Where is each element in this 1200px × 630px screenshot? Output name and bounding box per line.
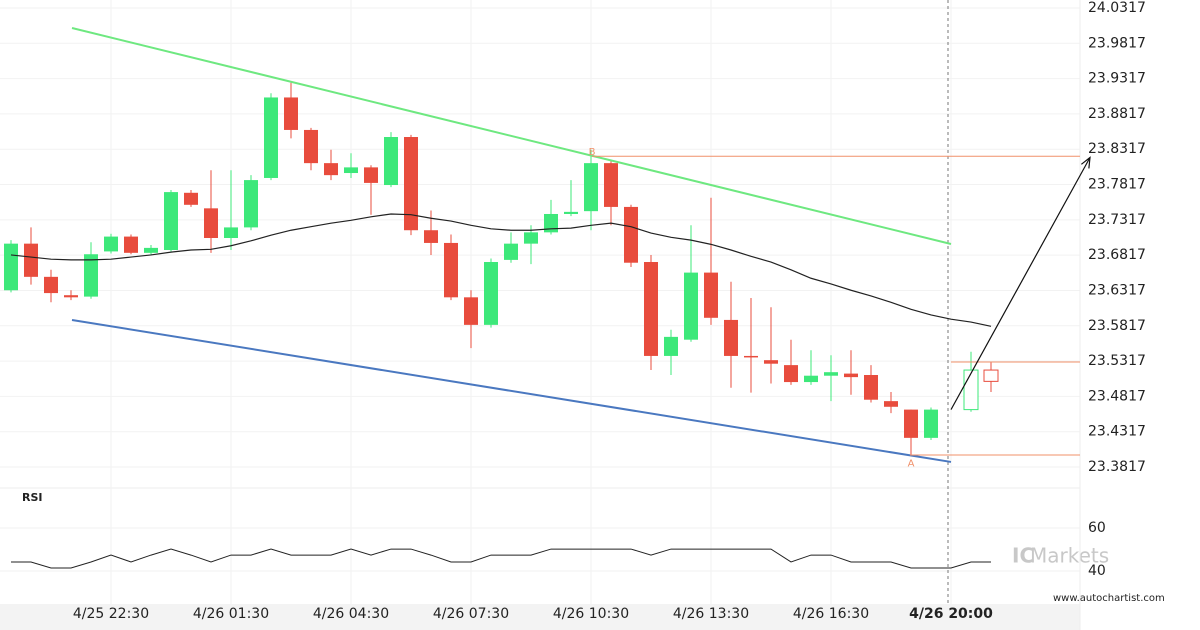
candle-body (704, 272, 718, 318)
candle-body (124, 236, 138, 253)
candle-body (684, 272, 698, 340)
y-tick-label: 23.8317 (1088, 141, 1146, 157)
candle-body (924, 409, 938, 438)
candle-body (344, 167, 358, 174)
candle-body (4, 243, 18, 291)
point-label: A (908, 458, 915, 469)
candle-body (264, 97, 278, 178)
logo-markets: Markets (1030, 544, 1109, 568)
candle-body (364, 167, 378, 183)
candle-body (904, 409, 918, 438)
y-tick-label: 23.4317 (1088, 424, 1146, 440)
arrow-head (1080, 156, 1091, 169)
candle-body (824, 372, 838, 376)
y-tick-label: 23.4817 (1088, 388, 1146, 404)
x-tick-label: 4/26 01:30 (193, 606, 269, 622)
candle-body (724, 319, 738, 356)
candle-body (384, 137, 398, 186)
y-tick-label: 23.7317 (1088, 212, 1146, 228)
candle-body (524, 232, 538, 244)
candle-body (244, 180, 258, 228)
candle-body (104, 236, 118, 252)
trend-line (71, 319, 952, 463)
candle-body (604, 163, 618, 207)
candle-body (64, 295, 78, 298)
candle-body (664, 336, 678, 356)
site-text: www.autochartist.com (1053, 593, 1165, 604)
candle-body (983, 369, 999, 382)
x-tick-label: 4/26 10:30 (553, 606, 629, 622)
y-tick-label: 23.9817 (1088, 35, 1146, 51)
x-tick-label: 4/26 07:30 (433, 606, 509, 622)
rsi-tick-label: 60 (1088, 520, 1106, 536)
x-tick-label: 4/26 04:30 (313, 606, 389, 622)
rsi-label: RSI (22, 491, 43, 504)
y-tick-label: 24.0317 (1088, 0, 1146, 16)
rsi-tick-label: 40 (1088, 563, 1106, 579)
candle-body (963, 369, 979, 411)
forecast-arrow (950, 157, 1091, 410)
y-tick-label: 23.3817 (1088, 459, 1146, 475)
candle-body (484, 262, 498, 325)
candle-body (24, 243, 38, 277)
candle-body (884, 401, 898, 407)
candle-body (324, 163, 338, 176)
x-tick-label: 4/26 13:30 (673, 606, 749, 622)
candle-body (464, 297, 478, 325)
x-tick-label: 4/26 16:30 (793, 606, 869, 622)
candle-body (784, 365, 798, 383)
y-tick-label: 23.8817 (1088, 106, 1146, 122)
candle-body (284, 97, 298, 130)
rsi-line (11, 548, 991, 569)
y-tick-label: 23.9317 (1088, 71, 1146, 87)
y-tick-label: 23.7817 (1088, 177, 1146, 193)
y-tick-label: 23.6317 (1088, 282, 1146, 298)
candle-body (164, 192, 178, 251)
trend-line (71, 26, 952, 245)
candle-body (584, 163, 598, 212)
candle-body (204, 208, 218, 238)
candle-body (744, 355, 758, 358)
candle-body (844, 373, 858, 378)
candle-body (864, 375, 878, 400)
candle-body (624, 206, 638, 263)
candle-body (304, 129, 318, 164)
x-tick-label: 4/25 22:30 (73, 606, 149, 622)
candle-body (404, 137, 418, 231)
y-tick-label: 23.5317 (1088, 353, 1146, 369)
candle-body (564, 211, 578, 214)
candle-body (764, 360, 778, 364)
candle-body (84, 254, 98, 297)
candle-body (184, 192, 198, 205)
candle-body (424, 230, 438, 243)
moving-average (10, 213, 992, 327)
candle-body (804, 375, 818, 383)
candle-body (44, 276, 58, 294)
candle-body (544, 213, 558, 233)
candle-body (504, 243, 518, 260)
logo-ic: IC (1012, 544, 1034, 568)
candle-body (144, 247, 158, 253)
candle-body (644, 262, 658, 356)
x-axis-band (0, 604, 1080, 630)
y-tick-label: 23.6817 (1088, 247, 1146, 263)
candle-body (224, 227, 238, 238)
point-label: B (589, 147, 596, 158)
y-tick-label: 23.5817 (1088, 318, 1146, 334)
x-tick-label: 4/26 20:00 (909, 606, 993, 622)
candle-body (444, 242, 458, 298)
